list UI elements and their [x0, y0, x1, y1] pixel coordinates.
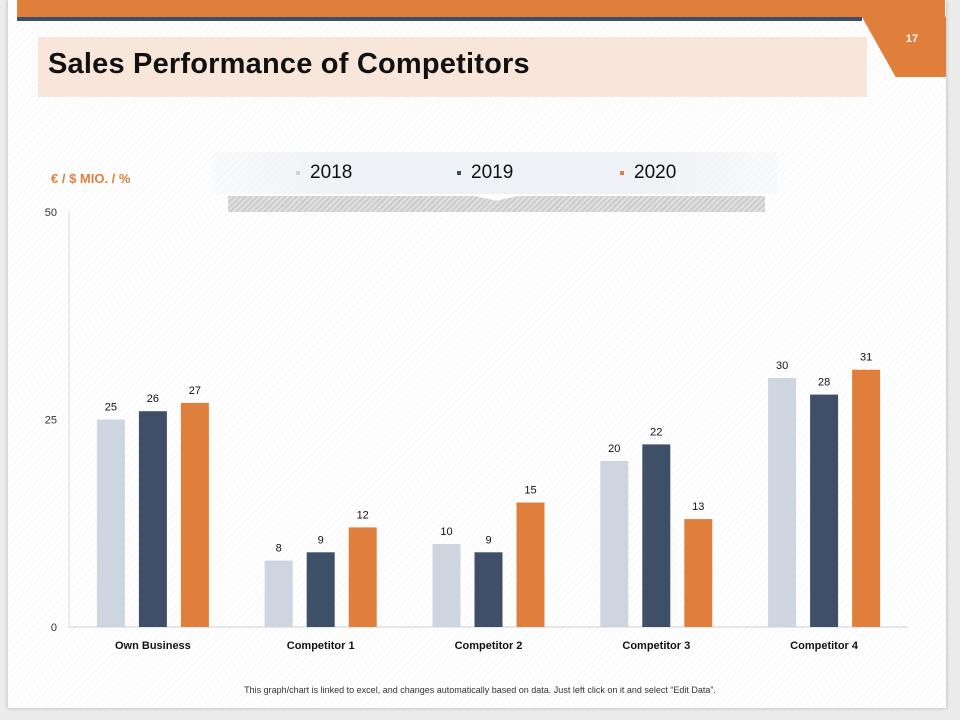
bar-2019-2 — [474, 552, 503, 627]
top-accent-bar — [17, 0, 945, 17]
chart-legend — [212, 152, 778, 194]
data-label-2019-1: 9 — [318, 534, 324, 546]
category-label-3: Competitor 3 — [622, 640, 690, 652]
bar-2018-1 — [264, 560, 293, 627]
top-navy-line — [17, 17, 862, 21]
data-label-2018-2: 10 — [440, 526, 452, 538]
bar-2020-0 — [180, 402, 209, 627]
legend-swatch-2019 — [457, 171, 461, 175]
bar-2020-4 — [852, 369, 881, 627]
data-label-2020-4: 31 — [860, 352, 872, 364]
bar-2018-2 — [432, 544, 461, 627]
legend-item-2019: 2019 — [457, 162, 513, 184]
data-label-2020-1: 12 — [357, 509, 369, 521]
y-tick-label-50: 50 — [45, 207, 57, 219]
bar-2019-0 — [138, 411, 167, 627]
y-tick-label-25: 25 — [45, 415, 57, 427]
bar-2019-3 — [642, 444, 671, 627]
category-label-0: Own Business — [115, 640, 191, 652]
legend-swatch-2018 — [296, 171, 300, 175]
data-label-2019-4: 28 — [818, 377, 830, 389]
bar-2018-0 — [96, 419, 125, 627]
category-label-4: Competitor 4 — [790, 640, 859, 652]
data-label-2020-2: 15 — [524, 485, 536, 497]
data-label-2018-4: 30 — [776, 360, 788, 372]
title-banner — [38, 37, 867, 97]
legend-label-2019: 2019 — [471, 162, 514, 183]
bar-2018-3 — [600, 461, 629, 627]
data-label-2020-3: 13 — [692, 501, 704, 513]
footnote: This graph/chart is linked to excel, and… — [244, 685, 716, 695]
unit-label: € / $ MIO. / % — [51, 171, 131, 186]
data-label-2019-2: 9 — [485, 534, 491, 546]
page-number: 17 — [905, 33, 919, 45]
page-title: Sales Performance of Competitors — [48, 48, 530, 80]
bar-2020-1 — [348, 527, 377, 627]
legend-shadow — [228, 196, 765, 212]
data-label-2020-0: 27 — [189, 385, 201, 397]
category-label-2: Competitor 2 — [455, 640, 523, 652]
bar-2019-4 — [810, 394, 839, 627]
y-tick-label-0: 0 — [51, 622, 57, 634]
legend-label-2020: 2020 — [634, 162, 677, 183]
data-label-2018-3: 20 — [608, 443, 620, 455]
bar-2020-3 — [684, 519, 713, 627]
bar-2020-2 — [516, 502, 545, 627]
legend-swatch-2020 — [620, 171, 624, 175]
legend-label-2018: 2018 — [310, 162, 353, 183]
legend-item-2020: 2020 — [620, 162, 676, 184]
bar-2018-4 — [768, 378, 797, 627]
legend-item-2018: 2018 — [296, 162, 352, 184]
data-label-2019-3: 22 — [650, 426, 662, 438]
category-label-1: Competitor 1 — [287, 640, 355, 652]
data-label-2019-0: 26 — [147, 393, 159, 405]
data-label-2018-1: 8 — [276, 543, 282, 555]
bar-2019-1 — [306, 552, 335, 627]
data-label-2018-0: 25 — [105, 402, 117, 414]
